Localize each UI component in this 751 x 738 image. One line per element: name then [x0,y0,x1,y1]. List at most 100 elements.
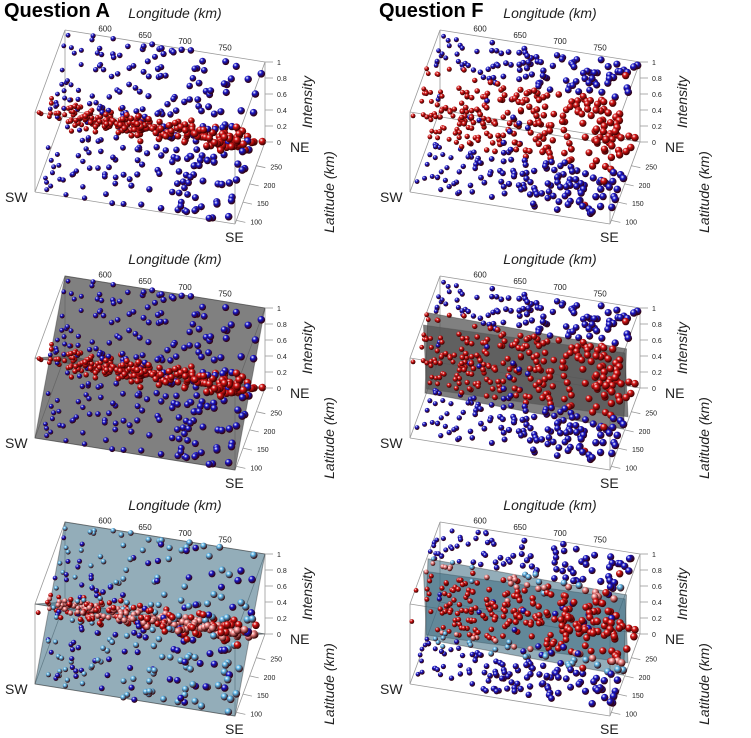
point-red [464,93,470,99]
point-red [607,399,616,408]
point-blue [149,626,156,634]
point-blue [549,438,557,446]
point-red [480,120,486,127]
point-blue [611,339,619,347]
point-red [531,333,538,340]
intensity-tick-label: 0.6 [652,584,662,591]
point-red [427,578,433,584]
point-blue [160,695,167,703]
point-red [134,121,141,128]
point-blue [98,148,104,155]
point-blue [112,174,119,181]
longitude-tick-label: 650 [513,523,527,532]
point-blue [75,333,82,339]
point-blue [232,176,241,184]
point-red [566,349,574,357]
point-blue [111,597,118,604]
point-blue [238,412,246,420]
point-red [119,362,126,369]
point-blue [624,334,633,342]
point-blue [560,547,568,555]
point-blue [178,292,185,299]
point-blue [501,436,508,443]
point-blue [181,658,189,666]
point-blue [57,668,63,674]
point-red [489,386,496,392]
point-blue [44,187,50,193]
latitude-tick-label: 150 [257,201,269,208]
longitude-axis-label: Longitude (km) [128,497,221,513]
point-blue [218,426,226,435]
point-blue [144,150,151,157]
longitude-tick-label: 750 [218,290,232,299]
point-blue [538,190,546,197]
point-blue [97,553,104,560]
point-blue [158,152,165,159]
point-blue [110,300,117,307]
point-red [425,317,431,323]
point-red [540,358,548,365]
point-blue [134,171,141,178]
point-blue [53,639,59,645]
point-red [584,105,592,113]
point-red [536,133,543,140]
latitude-tick [617,693,628,697]
point-blue [525,59,532,66]
intensity-tick-label: 0.8 [652,322,662,329]
point-blue [224,676,232,684]
point-blue [611,441,620,450]
point-blue [134,392,141,399]
point-red [181,384,189,392]
point-blue [60,423,66,429]
point-blue [119,350,126,357]
point-red [625,624,633,632]
point-red [535,386,543,393]
point-blue [152,299,158,306]
point-red [128,361,135,368]
point-red [543,641,550,648]
point-red [174,379,182,386]
point-blue [586,332,594,340]
point-red [68,374,75,380]
point-blue [561,192,569,200]
point-blue [120,171,127,178]
point-blue [140,43,147,50]
box-edge-top [409,275,441,359]
point-blue [81,597,87,603]
point-blue [498,424,505,431]
point-blue [162,147,169,154]
point-red [470,589,476,595]
point-blue [223,614,231,622]
point-red [36,356,42,361]
point-blue [181,98,188,106]
point-blue [45,391,51,397]
point-red [535,96,543,104]
point-blue [588,208,596,216]
point-blue [169,188,176,196]
longitude-tick-label: 600 [98,270,112,279]
point-red [427,380,433,386]
point-blue [458,537,464,543]
point-blue [186,96,193,103]
point-blue [59,81,65,87]
point-red [517,107,524,114]
point-red [494,327,501,333]
point-blue [87,529,93,535]
point-blue [604,63,612,71]
point-blue [100,313,107,319]
point-blue [112,426,119,433]
point-blue [106,656,112,663]
point-blue [139,547,146,554]
point-blue [75,564,81,570]
point-blue [590,678,598,686]
point-blue [81,441,88,447]
point-blue [191,440,199,448]
point-red [560,126,568,134]
point-blue [128,684,135,691]
point-red [239,140,248,148]
point-red [506,366,513,373]
point-blue [471,149,477,155]
point-blue [43,175,48,181]
point-red [188,363,195,370]
point-blue [523,65,531,72]
